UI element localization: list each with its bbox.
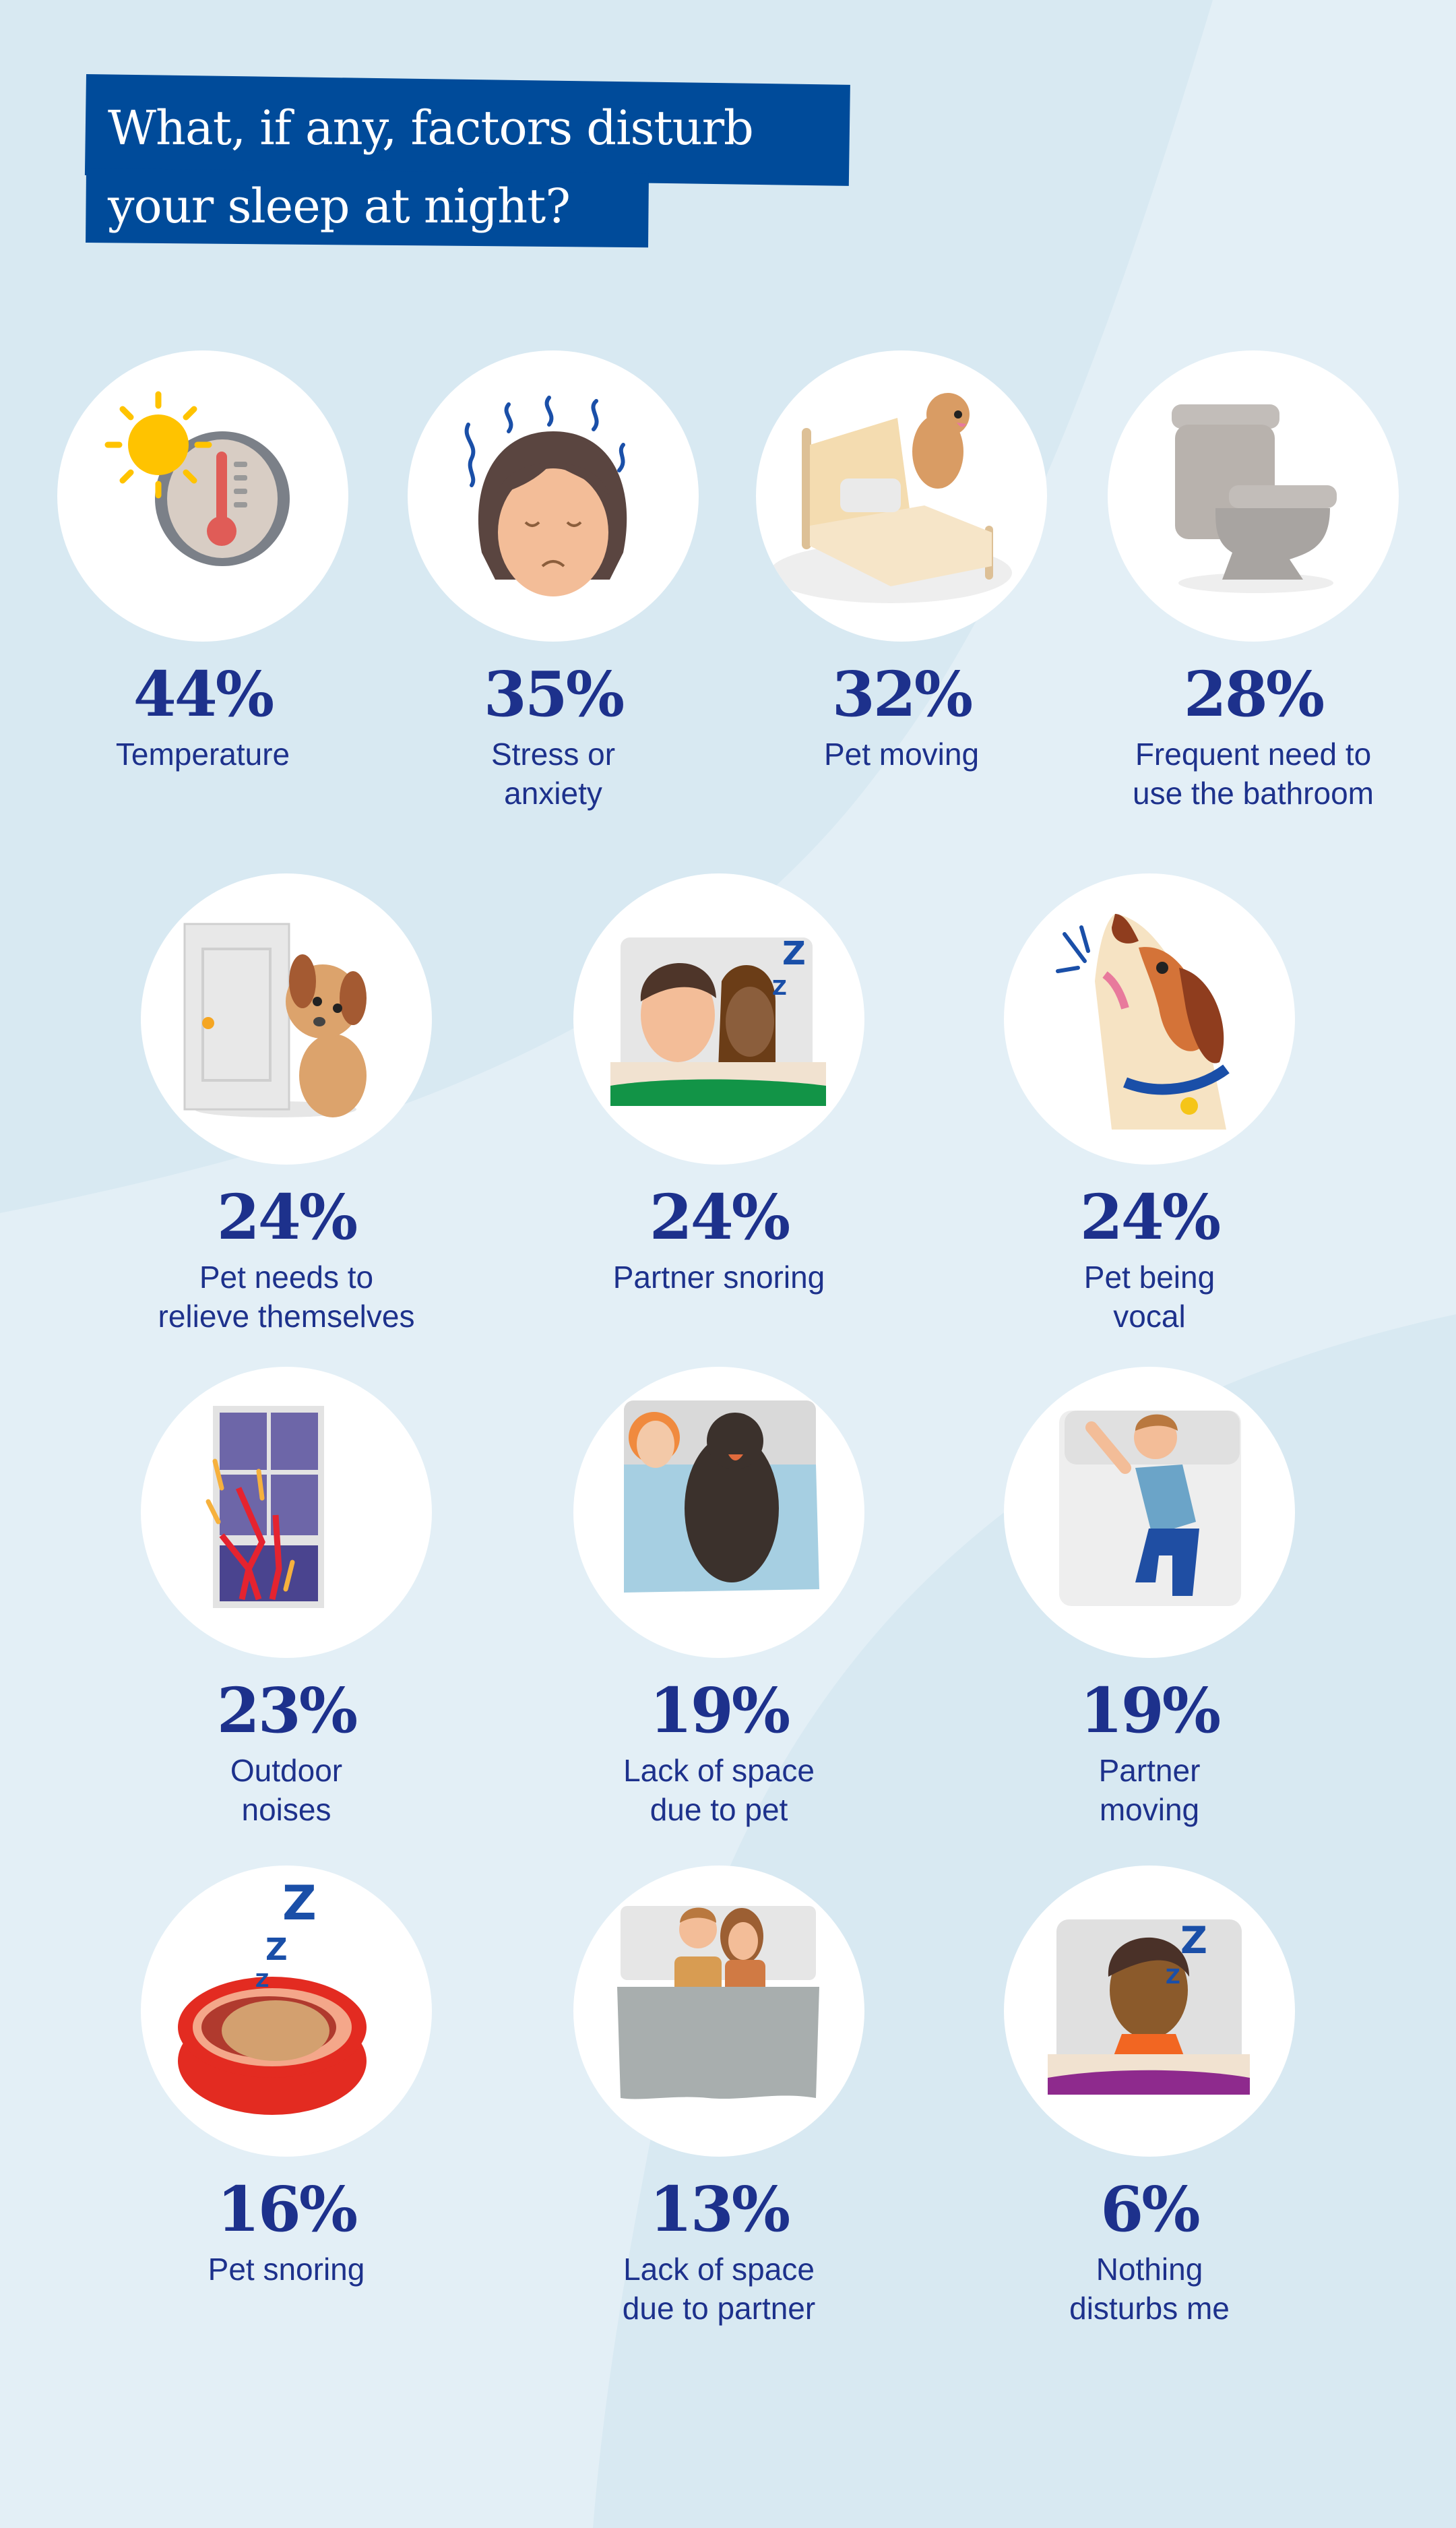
stat-label: Pet needs to relieve themselves <box>158 1260 415 1334</box>
stat-label: Nothing disturbs me <box>1069 2252 1230 2326</box>
icon-circle <box>408 350 699 642</box>
stat-percent: 35% <box>483 658 625 731</box>
couple-snoring-icon: Z Z <box>610 935 826 1106</box>
stat-item: 32% Pet moving <box>726 350 1077 774</box>
svg-text:Z: Z <box>282 1876 317 1931</box>
stat-percent: 13% <box>649 2173 790 2246</box>
icon-circle <box>141 873 432 1165</box>
stat-label: Pet being vocal <box>1083 1260 1215 1334</box>
stat-label: Stress or anxiety <box>490 737 616 811</box>
sun-thermometer-icon <box>104 391 290 566</box>
dog-howling-icon <box>1056 914 1230 1130</box>
stat-percent: 32% <box>831 658 973 731</box>
person-tossing-icon <box>1059 1411 1241 1606</box>
stat-item: 28% Frequent need to use the bathroom <box>1078 350 1428 813</box>
stat-percent: 44% <box>133 658 274 731</box>
icon-circle: Z Z <box>573 873 864 1165</box>
icon-circle <box>141 1367 432 1658</box>
stat-item: 24% Pet needs to relieve themselves <box>111 873 462 1336</box>
stat-percent: 19% <box>649 1674 790 1747</box>
stat-label: Partner snoring <box>612 1260 825 1295</box>
svg-text:Z: Z <box>772 977 787 1000</box>
icon-circle: Z Z <box>1004 1866 1295 2157</box>
stat-percent: 24% <box>1079 1181 1221 1254</box>
title-line1: What, if any, factors disturb <box>108 100 754 156</box>
stat-label: Outdoor noises <box>230 1753 343 1827</box>
svg-text:Z: Z <box>1166 1965 1180 1989</box>
stat-percent: 28% <box>1183 658 1325 731</box>
page-title: What, if any, factors disturb your sleep… <box>108 89 849 245</box>
stat-item: 13% Lack of space due to partner <box>544 1866 894 2328</box>
stat-item: 19% Lack of space due to pet <box>544 1367 894 1829</box>
toilet-icon <box>1172 404 1337 593</box>
dog-jumping-on-bed-icon <box>769 393 1012 603</box>
stat-percent: 6% <box>1100 2173 1200 2246</box>
stat-percent: 16% <box>216 2173 358 2246</box>
stat-item: Z Z 24% Partner snoring <box>544 873 894 1297</box>
icon-circle <box>756 350 1047 642</box>
stat-percent: 23% <box>216 1674 358 1747</box>
stat-label: Partner moving <box>1098 1753 1201 1827</box>
stat-item: 24% Pet being vocal <box>974 873 1325 1336</box>
stat-item: Z Z 6% Nothing disturbs me <box>974 1866 1325 2328</box>
stat-label: Pet snoring <box>208 2252 365 2287</box>
title-line2: your sleep at night? <box>108 179 571 234</box>
stat-item: 35% Stress or anxiety <box>378 350 728 813</box>
icon-circle <box>1004 1367 1295 1658</box>
dog-at-door-icon <box>183 923 367 1117</box>
icon-circle: Z Z Z <box>141 1866 432 2157</box>
svg-text:Z: Z <box>782 935 806 973</box>
svg-text:Z: Z <box>1180 1919 1207 1962</box>
stat-percent: 19% <box>1079 1674 1221 1747</box>
icon-circle <box>1108 350 1399 642</box>
stat-label: Frequent need to use the bathroom <box>1132 737 1374 811</box>
stressed-woman-icon <box>464 396 627 596</box>
stat-percent: 24% <box>649 1181 790 1254</box>
stat-item: 44% Temperature <box>28 350 378 774</box>
stat-percent: 24% <box>216 1181 358 1254</box>
window-fireworks-icon <box>205 1406 324 1608</box>
stat-item: Z Z Z 16% Pet snoring <box>111 1866 462 2289</box>
stat-label: Lack of space due to partner <box>622 2252 816 2326</box>
icon-circle <box>573 1367 864 1658</box>
icon-circle <box>57 350 348 642</box>
svg-text:Z: Z <box>265 1932 288 1967</box>
icon-circle <box>573 1866 864 2157</box>
stat-label: Pet moving <box>823 737 980 772</box>
svg-text:Z: Z <box>255 1969 269 1992</box>
dog-bed-snoring-icon: Z Z Z <box>178 1876 367 2115</box>
couple-crowded-bed-icon <box>617 1906 819 2099</box>
dog-in-bed-icon <box>624 1400 819 1593</box>
icon-circle <box>1004 873 1295 1165</box>
person-sleeping-peacefully-icon: Z Z <box>1048 1919 1250 2095</box>
stat-label: Temperature <box>115 737 290 772</box>
stat-item: 23% Outdoor noises <box>111 1367 462 1829</box>
stat-item: 19% Partner moving <box>974 1367 1325 1829</box>
stat-label: Lack of space due to pet <box>623 1753 815 1827</box>
